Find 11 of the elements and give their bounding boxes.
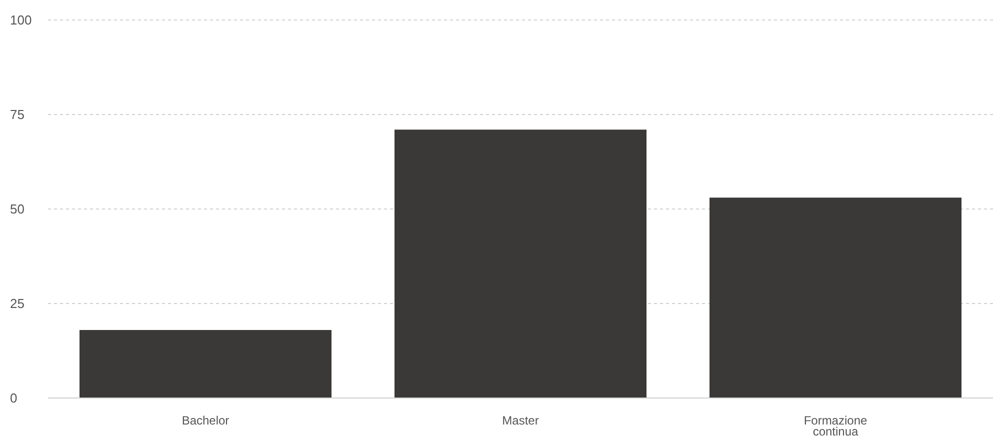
- bar: [394, 130, 646, 398]
- bar: [710, 198, 962, 398]
- y-tick-label: 75: [10, 107, 24, 122]
- y-tick-label: 25: [10, 296, 24, 312]
- x-tick-label: Formazione continua: [804, 414, 868, 439]
- y-tick-label: 0: [10, 390, 18, 406]
- y-tick-label: 100: [10, 12, 32, 28]
- x-tick-label: Bachelor: [182, 414, 230, 428]
- x-tick-label: Master: [502, 414, 539, 428]
- y-tick-label: 50: [10, 202, 24, 217]
- bar: [80, 330, 332, 398]
